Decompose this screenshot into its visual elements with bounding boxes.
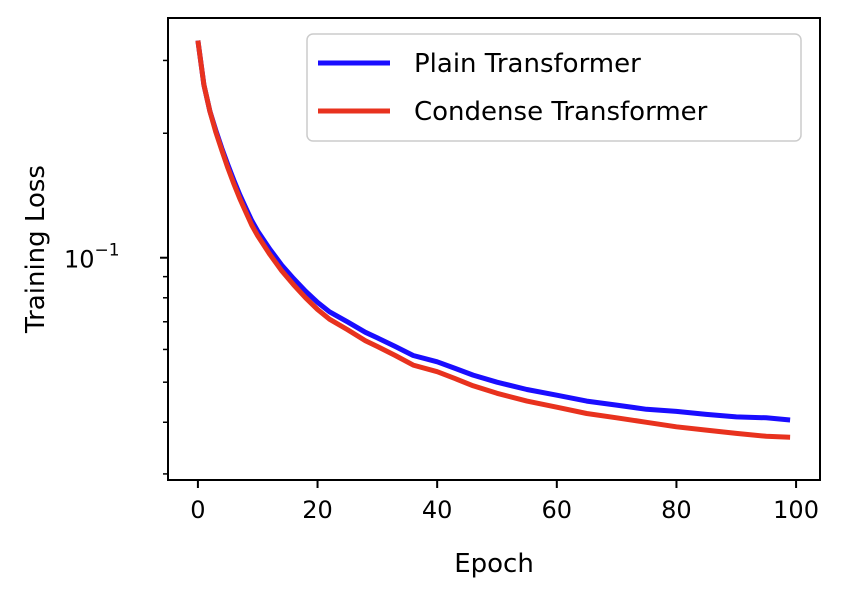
y-tick-label-exponent: −1 [95,241,120,261]
x-tick-label: 20 [302,496,333,524]
x-tick-label: 40 [422,496,453,524]
plot-frame [167,17,821,481]
series-line-2 [195,40,791,440]
x-tick-label: 0 [190,496,205,524]
y-axis-label: Training Loss [21,165,51,334]
legend-label: Condense Transformer [414,97,708,127]
plot-series [195,40,791,440]
x-axis-ticks: 0 20 40 60 80 100 [190,480,819,524]
y-tick-label-major: 10−1 [64,241,120,274]
legend-box [306,33,802,142]
x-tick-label: 100 [773,496,819,524]
legend-label: Plain Transformer [414,49,641,79]
x-axis-label: Epoch [454,549,534,579]
x-tick-label: 80 [661,496,692,524]
y-tick-label-base: 10 [64,246,95,274]
legend: Plain Transformer Condense Transformer [306,33,802,142]
y-axis-ticks [160,59,168,475]
x-tick-label: 60 [542,496,573,524]
